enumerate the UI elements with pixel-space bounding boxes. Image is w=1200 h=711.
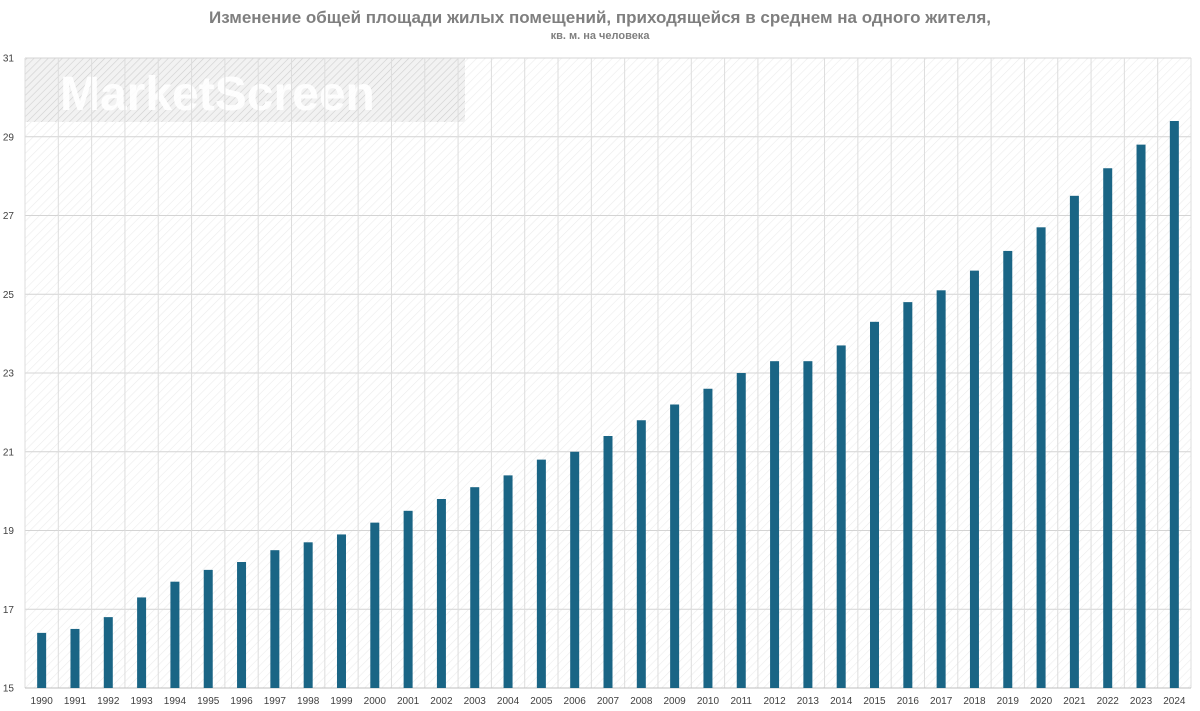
x-tick-label: 1995 [197,696,220,707]
x-tick-label: 2009 [664,696,687,707]
x-tick-label: 1991 [64,696,87,707]
y-tick-label: 27 [3,211,15,222]
bar-2004 [503,475,513,688]
bar-1998 [303,542,313,688]
x-tick-label: 2023 [1130,696,1153,707]
watermark-text: MarketScreen [60,68,375,121]
x-tick-label: 1997 [264,696,287,707]
bar-2012 [770,361,780,688]
x-tick-label: 2021 [1063,696,1086,707]
x-tick-label: 2022 [1097,696,1120,707]
bar-2005 [536,459,546,688]
bar-2009 [670,404,680,688]
x-tick-label: 2019 [997,696,1020,707]
x-tick-label: 2012 [763,696,786,707]
x-tick-label: 2007 [597,696,620,707]
bar-2010 [703,388,713,688]
x-tick-label: 1996 [230,696,253,707]
bar-1997 [270,550,280,688]
bar-1995 [203,569,213,688]
bar-2001 [403,510,413,688]
x-tick-label: 2010 [697,696,720,707]
y-tick-label: 17 [3,605,15,616]
bar-1990 [37,632,47,688]
x-tick-label: 2024 [1163,696,1186,707]
chart-title: Изменение общей площади жилых помещений,… [209,8,991,27]
bar-1996 [237,562,247,688]
x-tick-label: 2014 [830,696,853,707]
bar-2000 [370,522,380,688]
bar-2007 [603,436,613,688]
x-tick-label: 2008 [630,696,653,707]
bar-2022 [1103,168,1113,688]
bar-2014 [836,345,846,688]
x-tick-label: 2006 [564,696,587,707]
x-tick-label: 2004 [497,696,520,707]
bar-2024 [1169,121,1179,688]
bar-2019 [1003,250,1013,688]
x-tick-label: 2013 [797,696,820,707]
x-tick-label: 2015 [863,696,886,707]
bar-1991 [70,628,80,688]
bar-2018 [969,270,979,688]
y-axis: 15 17 19 21 23 25 27 29 31 [3,54,15,695]
x-tick-label: 1999 [330,696,353,707]
bar-2021 [1069,195,1079,688]
y-tick-label: 23 [3,369,15,380]
bar-2002 [436,499,446,688]
y-tick-label: 25 [3,290,15,301]
y-tick-label: 19 [3,526,15,537]
bar-2015 [870,321,880,688]
x-tick-label: 2000 [364,696,387,707]
x-tick-label: 2005 [530,696,553,707]
x-axis: 1990 1991 1992 1993 1994 1995 1996 1997 1998 1999… [31,696,1186,707]
gridlines [24,57,1192,689]
bar-2016 [903,302,913,688]
x-tick-label: 2002 [430,696,453,707]
bar-1994 [170,581,180,688]
x-tick-label: 2017 [930,696,953,707]
x-tick-label: 2011 [730,696,752,707]
x-tick-label: 1994 [164,696,187,707]
bar-2008 [636,420,646,688]
bar-2013 [803,361,813,688]
x-tick-label: 2001 [397,696,420,707]
x-tick-label: 2020 [1030,696,1053,707]
bar-2023 [1136,144,1146,688]
bar-1999 [336,534,346,688]
bar-1993 [137,597,147,688]
chart-subtitle: кв. м. на человека [550,30,650,42]
bar-1992 [103,617,113,688]
x-tick-label: 1998 [297,696,320,707]
x-tick-label: 1992 [97,696,120,707]
y-tick-label: 29 [3,132,15,143]
watermark: MarketScreen [25,58,465,122]
x-tick-label: 2018 [963,696,986,707]
x-tick-label: 1990 [31,696,54,707]
bar-2020 [1036,227,1046,688]
y-tick-label: 15 [3,684,15,695]
x-tick-label: 2016 [897,696,920,707]
bar-2011 [736,373,746,688]
y-tick-label: 21 [3,447,15,458]
bar-2006 [570,451,580,688]
bar-2003 [470,487,480,688]
x-tick-label: 2003 [464,696,487,707]
bars [37,121,1179,688]
x-tick-label: 1993 [130,696,153,707]
y-tick-label: 31 [3,54,15,65]
bar-2017 [936,290,946,688]
